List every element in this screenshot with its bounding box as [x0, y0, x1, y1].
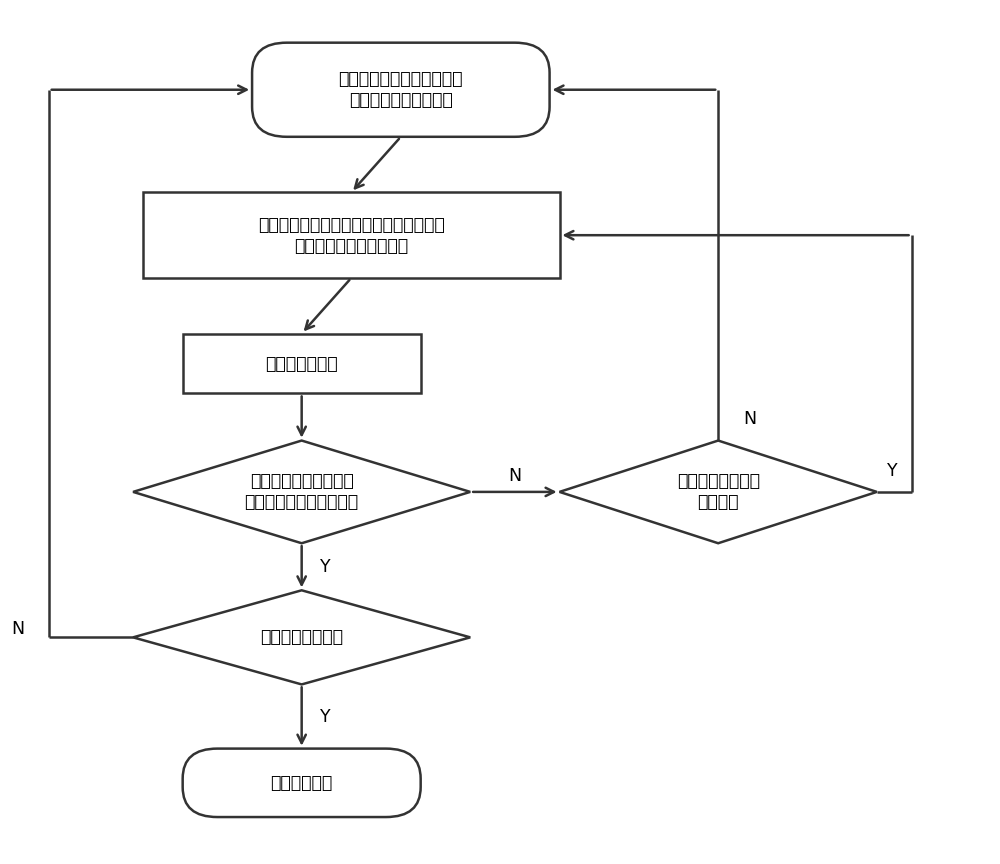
Text: 初始化发电机组、负荷和风
力发电输出的特性参数: 初始化发电机组、负荷和风 力发电输出的特性参数: [339, 70, 463, 109]
Polygon shape: [133, 441, 470, 543]
Polygon shape: [133, 590, 470, 684]
Text: N: N: [11, 619, 24, 638]
Text: 满足各项约束条件: 满足各项约束条件: [260, 628, 343, 646]
FancyBboxPatch shape: [252, 42, 550, 137]
FancyBboxPatch shape: [183, 748, 421, 817]
Text: Y: Y: [320, 708, 330, 726]
Text: N: N: [743, 410, 756, 429]
Text: 常规机组出力是否
为最小值: 常规机组出力是否 为最小值: [677, 473, 760, 511]
Text: Y: Y: [320, 558, 330, 575]
Text: 根据风电场出力密度函数确定不低于一定
置信度的风电出力最大值: 根据风电场出力密度函数确定不低于一定 置信度的风电出力最大值: [258, 216, 445, 255]
Polygon shape: [560, 441, 877, 543]
Bar: [143, 193, 560, 278]
Text: 是否有足够的柔性负荷
储备来匹配风电最大出力: 是否有足够的柔性负荷 储备来匹配风电最大出力: [245, 473, 359, 511]
Text: Y: Y: [887, 461, 897, 480]
Text: 输出计算结果: 输出计算结果: [271, 774, 333, 791]
Bar: [183, 334, 421, 393]
Text: N: N: [508, 467, 521, 486]
Text: 灵敏度矩阵计算: 灵敏度矩阵计算: [265, 354, 338, 372]
